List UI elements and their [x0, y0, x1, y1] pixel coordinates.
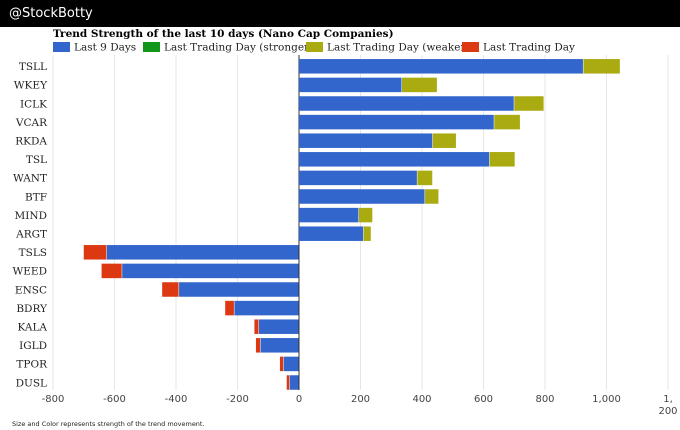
bar-iclk-series-3: [514, 96, 544, 111]
category-label-kala: KALA: [17, 322, 47, 334]
bar-marks: [83, 59, 620, 390]
bar-tpor-series-4: [279, 356, 284, 372]
bar-argt-series-3: [363, 226, 371, 241]
category-label-vcar: VCAR: [15, 117, 48, 129]
bar-tsl-series-1: [299, 152, 490, 167]
bar-kala-series-1: [259, 319, 299, 334]
category-labels: TSLL WKEY ICLK VCAR RKDA TSL WANT BTF MIND ARGT TS…: [12, 61, 48, 389]
legend-swatch-1: [53, 42, 70, 52]
legend-label-3: Last Trading Day (weaker): [327, 42, 470, 54]
bar-igld-series-4: [255, 338, 261, 353]
bar-dusl-series-1: [289, 375, 299, 390]
x-tick-label: 600: [474, 394, 493, 405]
bar-rkda-series-1: [299, 133, 433, 148]
legend-label-1: Last 9 Days: [74, 42, 136, 54]
legend-swatch-3: [306, 42, 323, 52]
bar-kala-series-4: [254, 319, 259, 334]
category-label-bdry: BDRY: [16, 303, 48, 315]
bar-ensc-series-1: [179, 282, 299, 297]
bar-vcar-series-3: [494, 114, 520, 130]
bar-ensc-series-4: [162, 282, 179, 297]
bar-bdry-series-1: [234, 300, 299, 316]
bar-wkey-series-3: [402, 77, 437, 93]
category-label-btf: BTF: [25, 191, 47, 203]
category-label-argt: ARGT: [15, 229, 47, 241]
x-tick-label: -200: [226, 394, 249, 405]
chart-legend: Last 9 Days Last Trading Day (stronger) La…: [53, 42, 575, 54]
bar-wkey-series-1: [299, 77, 402, 93]
x-tick-label: 1, 200: [658, 394, 677, 417]
brand-handle: @StockBotty: [9, 6, 93, 21]
x-tick-label: -600: [103, 394, 126, 405]
legend-label-2: Last Trading Day (stronger): [164, 42, 313, 54]
category-label-tpor: TPOR: [16, 359, 48, 371]
legend-label-4: Last Trading Day: [483, 42, 575, 54]
bar-want-series-3: [417, 170, 433, 186]
bar-rkda-series-3: [432, 133, 456, 148]
category-label-tsll: TSLL: [19, 61, 47, 73]
bar-tsll-series-1: [299, 59, 583, 74]
grid-lines: [52, 55, 669, 390]
bar-bdry-series-4: [225, 300, 234, 316]
x-tick-label: 0: [296, 394, 302, 405]
bar-tsll-series-3: [583, 59, 620, 74]
category-label-rkda: RKDA: [15, 136, 47, 148]
x-tick-label: -400: [165, 394, 188, 405]
category-label-wkey: WKEY: [14, 80, 48, 92]
x-tick-label: -800: [42, 394, 65, 405]
category-label-dusl: DUSL: [16, 377, 47, 389]
category-label-mind: MIND: [14, 210, 47, 222]
bar-btf-series-1: [299, 189, 425, 204]
category-label-tsl: TSL: [26, 154, 47, 166]
category-label-want: WANT: [13, 173, 47, 185]
bar-want-series-1: [299, 170, 417, 186]
legend-swatch-2: [143, 42, 160, 52]
bar-tsl-series-3: [489, 152, 515, 167]
bar-dusl-series-4: [286, 375, 290, 390]
category-label-tsls: TSLS: [19, 247, 47, 259]
category-label-iclk: ICLK: [20, 98, 47, 110]
legend-swatch-4: [462, 42, 479, 52]
category-label-ensc: ENSC: [15, 284, 47, 296]
trend-strength-chart: Trend Strength of the last 10 days (Nano…: [12, 28, 678, 417]
bar-tpor-series-1: [283, 356, 299, 372]
x-tick-labels: -800 -600 -400 -200 0 200 400 600 800 1,000 1, 200: [42, 394, 678, 417]
bar-mind-series-3: [358, 207, 373, 223]
bar-tsls-series-4: [83, 245, 107, 260]
bar-igld-series-1: [260, 338, 299, 353]
chart-title: Trend Strength of the last 10 days (Nano…: [53, 28, 394, 40]
bar-vcar-series-1: [299, 114, 494, 130]
footnote: Size and Color represents strength of th…: [12, 420, 205, 428]
x-tick-label: 1,000: [592, 394, 621, 405]
bar-argt-series-1: [299, 226, 364, 241]
x-tick-label: 800: [535, 394, 554, 405]
top-bar: @StockBotty: [0, 0, 680, 27]
bar-mind-series-1: [299, 207, 359, 223]
category-label-weed: WEED: [12, 266, 47, 278]
category-label-igld: IGLD: [19, 340, 47, 352]
bar-iclk-series-1: [299, 96, 514, 111]
bar-tsls-series-1: [106, 245, 299, 260]
bar-weed-series-4: [101, 263, 122, 279]
bar-weed-series-1: [122, 263, 299, 279]
x-tick-label: 400: [412, 394, 431, 405]
x-tick-label: 200: [351, 394, 370, 405]
bar-btf-series-3: [425, 189, 439, 204]
